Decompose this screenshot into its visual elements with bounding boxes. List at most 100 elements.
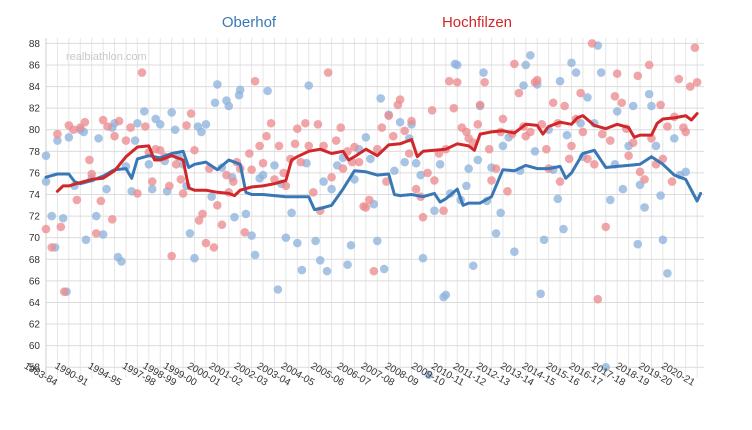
point-hochfilzen (255, 141, 264, 151)
point-hochfilzen (427, 106, 437, 115)
y-tick-label: 76 (29, 168, 41, 179)
point-oberhof (496, 208, 505, 218)
point-oberhof (539, 235, 549, 245)
point-hochfilzen (564, 154, 574, 164)
point-oberhof (628, 101, 638, 111)
y-tick-label: 84 (29, 82, 41, 93)
point-hochfilzen (692, 77, 702, 87)
point-hochfilzen (53, 129, 62, 139)
point-hochfilzen (606, 136, 615, 145)
point-hochfilzen (444, 76, 454, 86)
point-hochfilzen (590, 159, 599, 169)
point-oberhof (424, 370, 433, 380)
point-hochfilzen (462, 127, 471, 137)
point-oberhof (207, 192, 216, 201)
point-oberhof (669, 134, 679, 143)
point-oberhof (287, 208, 296, 218)
point-oberhof (319, 177, 328, 186)
point-hochfilzen (663, 122, 672, 131)
point-hochfilzen (304, 141, 314, 151)
point-oberhof (81, 235, 91, 245)
point-oberhof (281, 233, 291, 242)
point-hochfilzen (121, 136, 131, 145)
point-hochfilzen (176, 175, 186, 184)
y-tick-label: 88 (29, 39, 41, 50)
point-hochfilzen (240, 227, 250, 237)
point-hochfilzen (635, 167, 645, 177)
point-oberhof (601, 362, 611, 372)
point-hochfilzen (439, 206, 448, 215)
y-tick-label: 66 (29, 276, 41, 287)
point-oberhof (663, 269, 672, 278)
point-hochfilzen (690, 43, 700, 53)
point-hochfilzen (364, 195, 374, 205)
x-tick-label: 1983-84 (22, 361, 60, 389)
point-hochfilzen (576, 88, 585, 98)
point-hochfilzen (532, 75, 542, 85)
point-oberhof (273, 285, 283, 294)
point-hochfilzen (560, 101, 569, 111)
point-oberhof (53, 136, 62, 145)
point-oberhof (596, 68, 606, 77)
point-oberhof (350, 175, 359, 184)
point-hochfilzen (430, 176, 439, 185)
point-hochfilzen (98, 115, 108, 125)
point-hochfilzen (411, 184, 421, 194)
point-hochfilzen (155, 145, 165, 155)
point-hochfilzen (72, 195, 82, 205)
point-hochfilzen (382, 177, 391, 186)
point-oberhof (510, 247, 519, 257)
point-hochfilzen (293, 124, 302, 133)
point-hochfilzen (503, 186, 512, 196)
point-oberhof (521, 60, 531, 70)
point-hochfilzen (449, 103, 459, 113)
y-tick-label: 78 (29, 147, 41, 158)
point-oberhof (241, 209, 251, 219)
point-oberhof (361, 133, 371, 142)
point-oberhof (197, 127, 206, 137)
point-hochfilzen (198, 209, 207, 219)
point-hochfilzen (85, 155, 94, 165)
point-oberhof (130, 136, 140, 145)
point-oberhof (170, 125, 180, 135)
point-hochfilzen (491, 164, 501, 173)
legend-item-hochfilzen[interactable]: Hochfilzen (442, 14, 512, 31)
point-hochfilzen (331, 136, 341, 145)
point-oberhof (498, 141, 508, 151)
point-oberhof (311, 236, 320, 246)
point-hochfilzen (617, 98, 627, 108)
point-hochfilzen (361, 203, 371, 212)
point-hochfilzen (628, 138, 638, 147)
point-hochfilzen (281, 181, 291, 191)
point-oberhof (327, 184, 336, 194)
point-hochfilzen (279, 168, 288, 178)
point-hochfilzen (167, 251, 176, 261)
y-tick-label: 62 (29, 320, 41, 331)
point-hochfilzen (526, 127, 535, 137)
point-oberhof (224, 101, 234, 111)
legend: Oberhof Hochfilzen (222, 14, 512, 31)
point-oberhof (462, 181, 471, 191)
y-tick-label: 80 (29, 125, 41, 136)
legend-item-oberhof[interactable]: Oberhof (222, 14, 277, 31)
y-tick-label: 64 (29, 298, 41, 309)
point-hochfilzen (301, 118, 310, 128)
point-hochfilzen (354, 157, 364, 167)
point-hochfilzen (229, 177, 238, 186)
point-oberhof (235, 85, 245, 95)
point-hochfilzen (644, 60, 654, 70)
point-hochfilzen (107, 215, 117, 224)
point-oberhof (640, 203, 649, 212)
point-hochfilzen (548, 98, 558, 108)
point-hochfilzen (133, 189, 142, 198)
point-hochfilzen (681, 127, 691, 137)
point-oberhof (213, 80, 222, 89)
point-oberhof (400, 157, 410, 167)
point-oberhof (441, 290, 451, 300)
point-hochfilzen (567, 141, 576, 151)
point-hochfilzen (400, 126, 410, 136)
point-oberhof (47, 211, 57, 221)
point-oberhof (190, 253, 199, 263)
point-oberhof (430, 206, 439, 215)
point-hochfilzen (480, 77, 489, 87)
